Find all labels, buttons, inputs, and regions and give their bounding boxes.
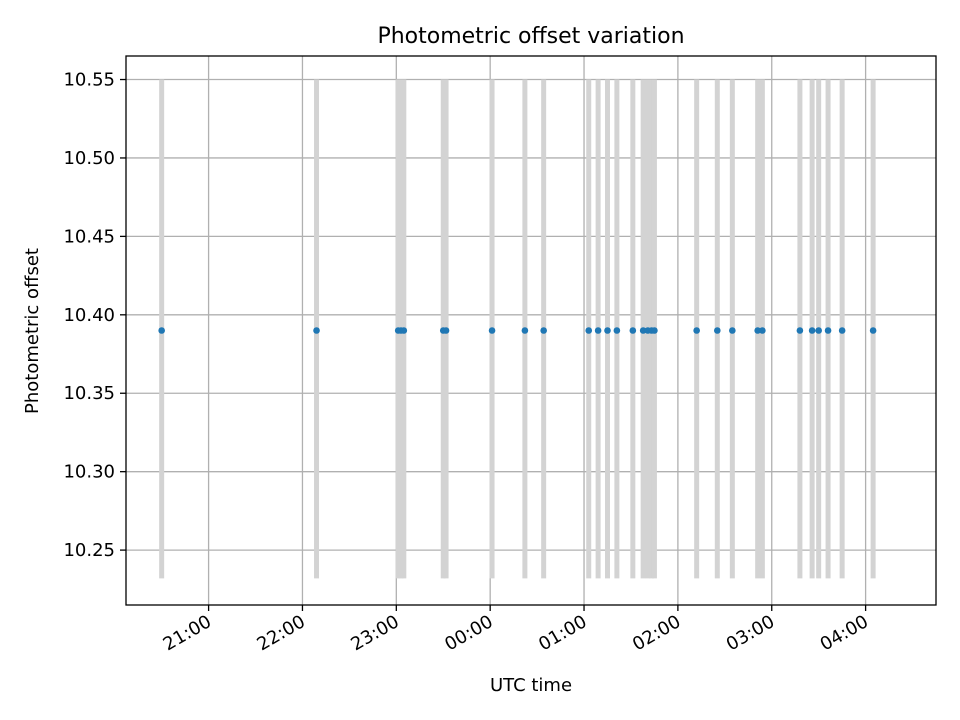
data-point (488, 327, 496, 334)
y-axis-title: Photometric offset (22, 248, 43, 414)
y-tick-label: 10.35 (63, 383, 115, 404)
chart-title: Photometric offset variation (377, 24, 684, 49)
data-point (838, 327, 846, 334)
data-point (824, 327, 832, 334)
data-point (540, 327, 547, 334)
data-point (313, 327, 320, 334)
y-tick-label: 10.30 (63, 462, 115, 483)
data-point (639, 327, 647, 334)
data-point (796, 327, 804, 334)
y-axis-ticks: 10.25 10.30 10.35 10.40 10.45 10.50 10.55 (63, 70, 126, 561)
data-point (693, 327, 700, 334)
data-point (442, 327, 450, 334)
y-tick-label: 10.50 (63, 148, 115, 169)
data-point (808, 327, 816, 334)
data-point (651, 327, 658, 334)
data-point (400, 327, 408, 334)
data-point (754, 327, 761, 334)
data-point (158, 327, 165, 334)
data-point (594, 327, 602, 334)
data-point (869, 327, 877, 334)
data-point (759, 327, 766, 334)
x-axis-title: UTC time (490, 675, 572, 696)
y-tick-label: 10.45 (63, 226, 115, 247)
y-tick-label: 10.40 (63, 305, 115, 326)
data-point (729, 327, 736, 334)
data-point (613, 327, 621, 334)
data-point (585, 327, 593, 334)
data-point (629, 327, 637, 334)
plot-frame (125, 55, 937, 606)
data-point (521, 327, 529, 334)
y-tick-label: 10.25 (63, 540, 115, 561)
point-layer (158, 327, 877, 334)
data-point (604, 327, 611, 334)
y-tick-label: 10.55 (63, 70, 115, 91)
data-point (815, 327, 822, 334)
data-point (714, 327, 721, 334)
